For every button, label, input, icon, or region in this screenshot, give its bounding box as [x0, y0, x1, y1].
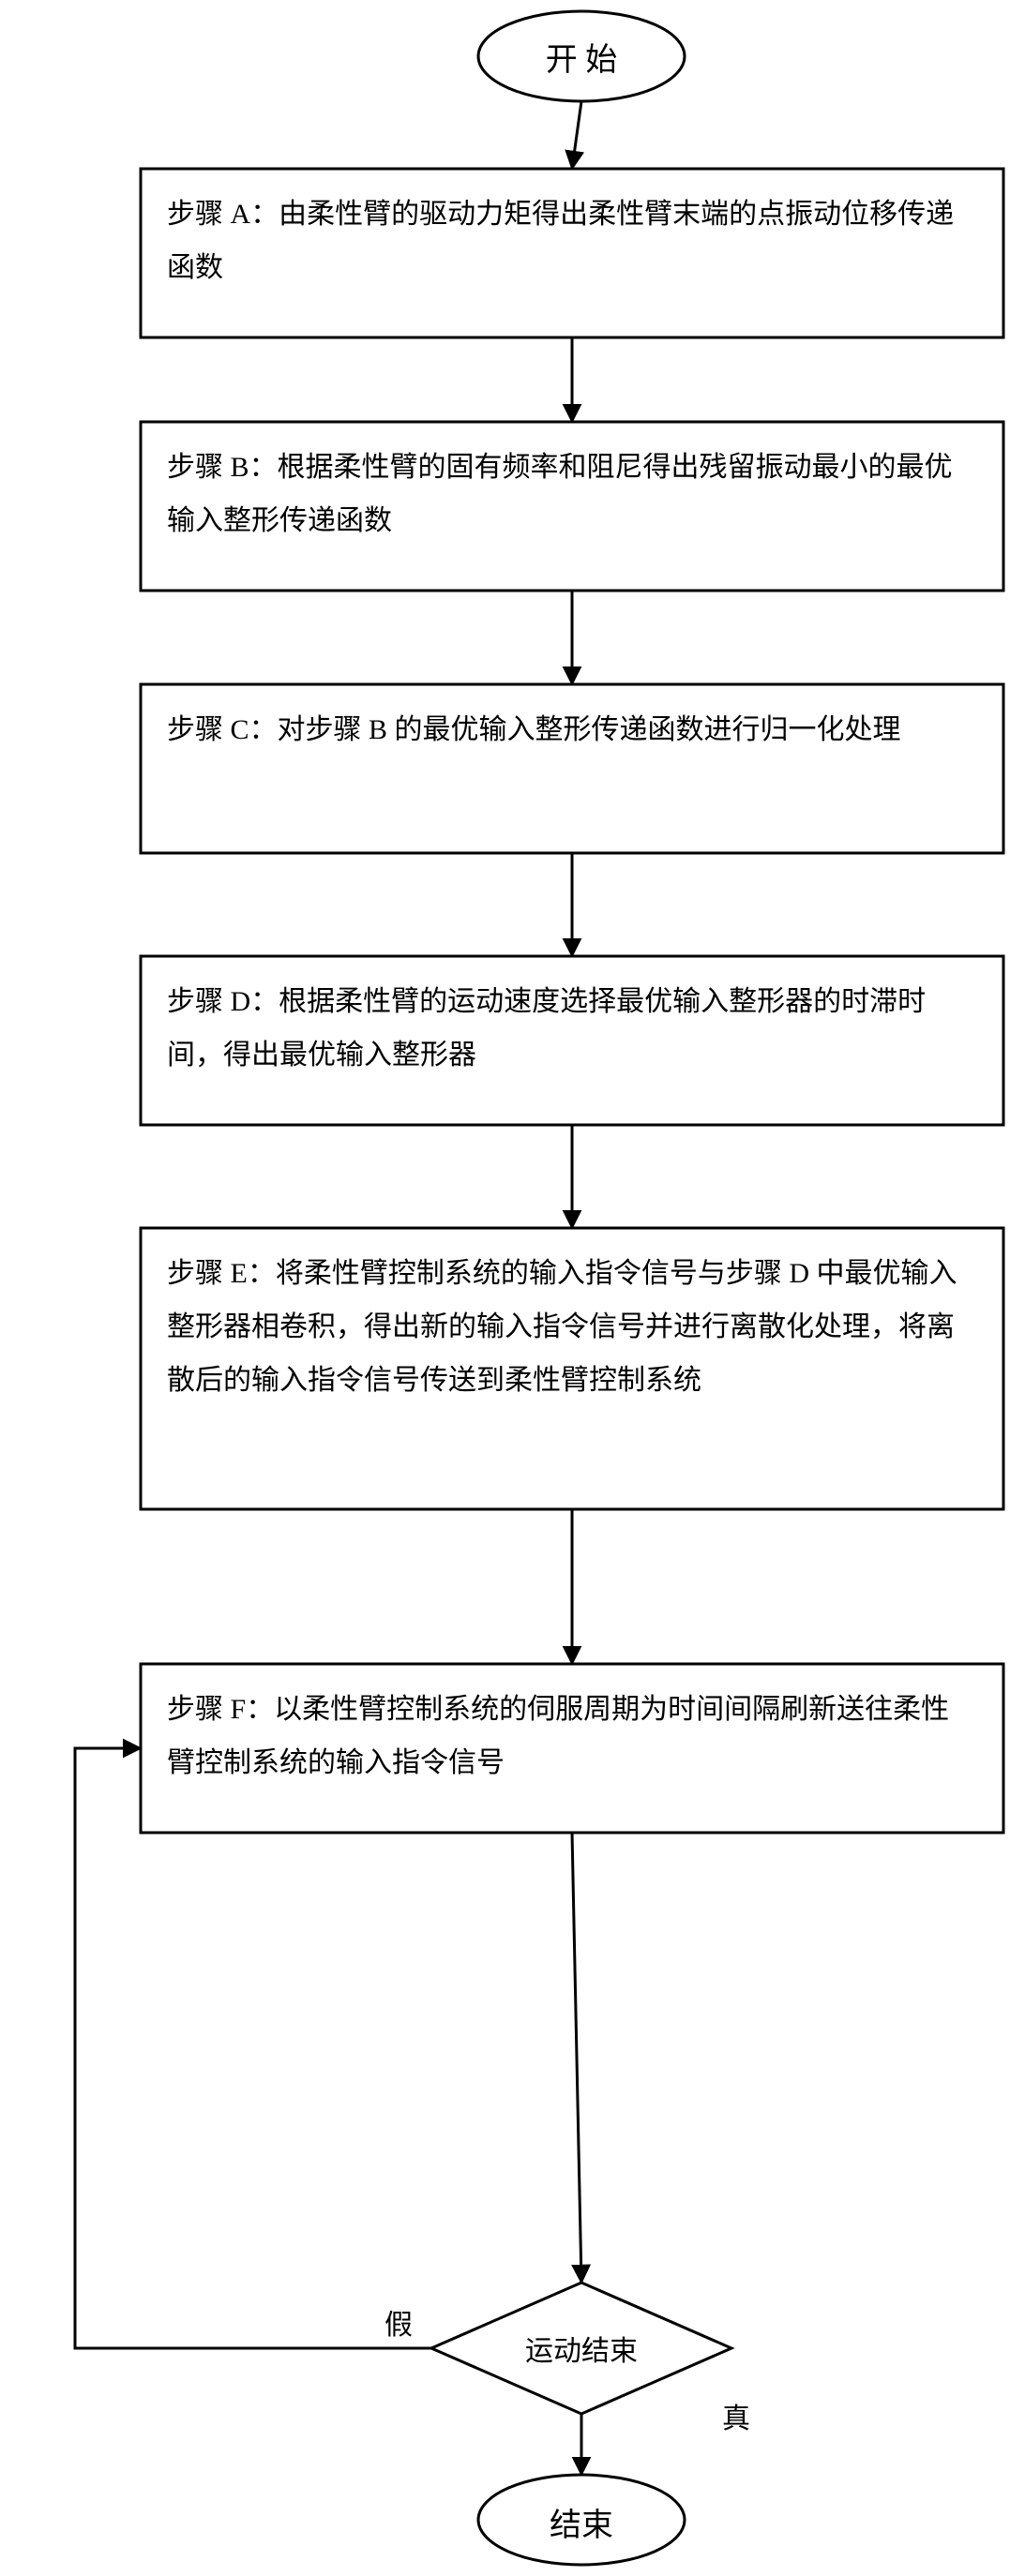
end-label: 结束: [478, 2499, 685, 2540]
step-text-e: 步骤 E：将柔性臂控制系统的输入指令信号与步骤 D 中最优输入整形器相卷积，得出…: [167, 1247, 977, 1500]
arrow-8: [75, 1748, 431, 2348]
step-text-a: 步骤 A：由柔性臂的驱动力矩得出柔性臂末端的点振动位移传递函数: [167, 187, 977, 328]
decision-true-label: 真: [722, 2395, 835, 2433]
decision-false-label: 假: [244, 2301, 413, 2339]
decision-label: 运动结束: [469, 2328, 694, 2369]
step-text-b: 步骤 B：根据柔性臂的固有频率和阻尼得出残留振动最小的最优输入整形传递函数: [167, 441, 977, 581]
step-text-f: 步骤 F：以柔性臂控制系统的伺服周期为时间间隔刷新送往柔性臂控制系统的输入指令信…: [167, 1683, 977, 1823]
step-text-d: 步骤 D：根据柔性臂的运动速度选择最优输入整形器的时滞时间，得出最优输入整形器: [167, 975, 977, 1116]
arrow-6: [572, 1833, 581, 2283]
start-label: 开 始: [478, 34, 685, 79]
step-text-c: 步骤 C：对步骤 B 的最优输入整形传递函数进行归一化处理: [167, 703, 977, 844]
arrow-0: [572, 101, 581, 169]
